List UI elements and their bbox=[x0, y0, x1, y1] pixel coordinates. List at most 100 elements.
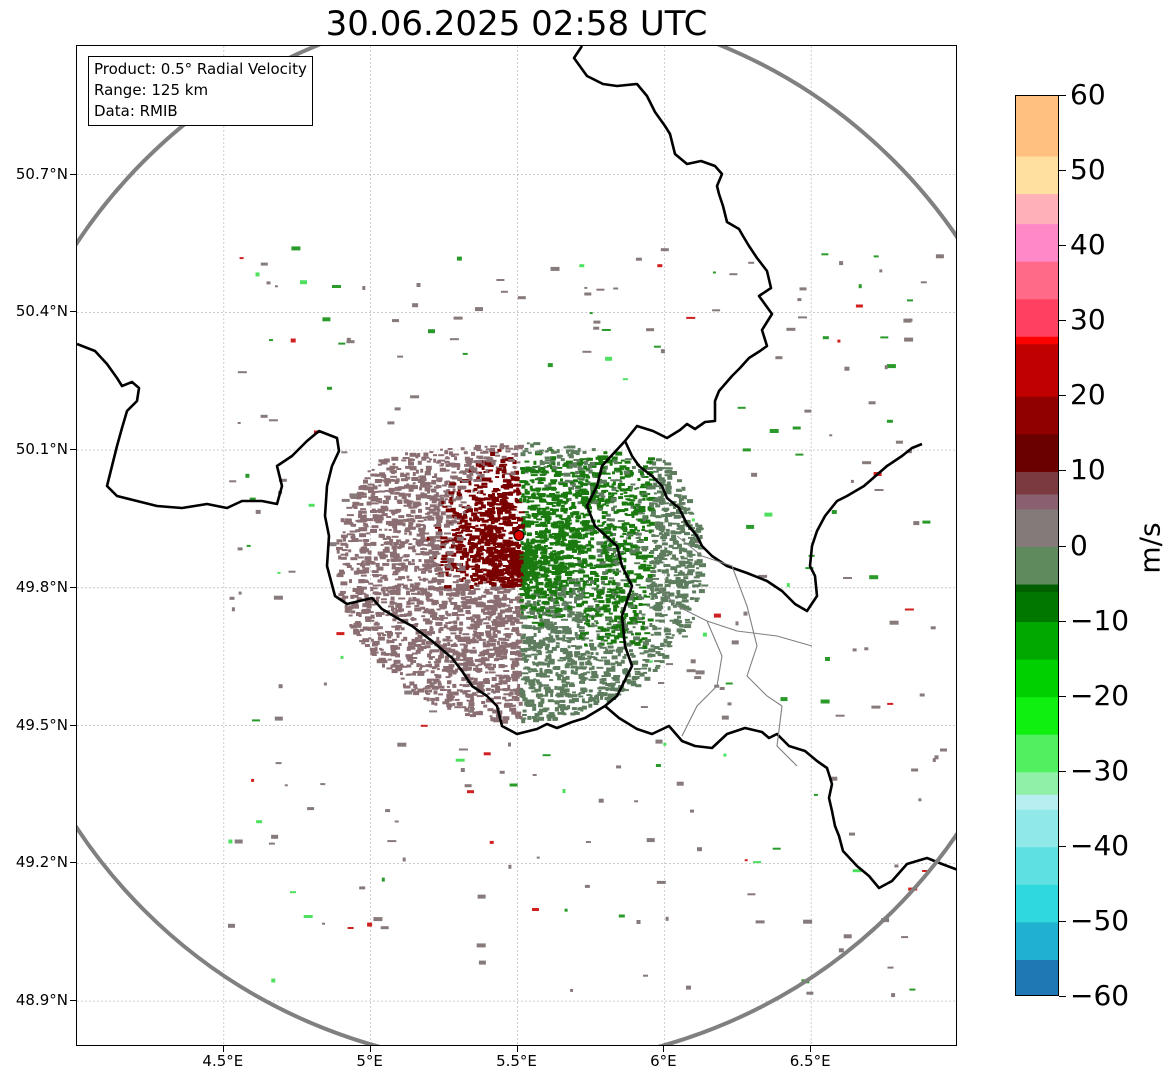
velocity-echo-pixel bbox=[460, 501, 467, 504]
velocity-echo-pixel bbox=[525, 466, 531, 471]
velocity-echo-pixel bbox=[517, 551, 524, 555]
velocity-echo-pixel bbox=[444, 698, 452, 702]
velocity-echo-pixel bbox=[599, 646, 605, 649]
velocity-echo-pixel bbox=[529, 685, 535, 690]
velocity-echo-pixel bbox=[392, 573, 398, 576]
velocity-echo-pixel bbox=[522, 709, 527, 713]
velocity-echo-pixel bbox=[505, 633, 513, 636]
velocity-echo-pixel bbox=[412, 303, 419, 308]
velocity-echo-pixel bbox=[530, 507, 537, 511]
velocity-echo-pixel bbox=[504, 517, 510, 521]
velocity-echo-pixel bbox=[643, 519, 651, 524]
velocity-echo-pixel bbox=[646, 564, 652, 567]
velocity-echo-pixel bbox=[395, 508, 402, 512]
velocity-echo-pixel bbox=[678, 631, 682, 635]
velocity-echo-pixel bbox=[655, 526, 660, 530]
velocity-echo-pixel bbox=[376, 516, 384, 521]
velocity-echo-pixel bbox=[597, 626, 604, 630]
velocity-echo-pixel bbox=[395, 585, 402, 588]
velocity-echo-pixel bbox=[388, 605, 394, 608]
velocity-echo-pixel bbox=[661, 542, 668, 546]
velocity-echo-pixel bbox=[495, 654, 501, 658]
velocity-echo-pixel bbox=[575, 475, 580, 478]
velocity-echo-pixel bbox=[491, 540, 497, 545]
velocity-echo-pixel bbox=[477, 683, 482, 687]
velocity-echo-pixel bbox=[496, 641, 500, 645]
velocity-echo-pixel bbox=[549, 542, 554, 546]
velocity-echo-pixel bbox=[613, 624, 616, 626]
velocity-echo-pixel bbox=[592, 598, 597, 601]
velocity-echo-pixel bbox=[549, 635, 554, 640]
velocity-echo-pixel bbox=[496, 554, 503, 559]
velocity-echo-pixel bbox=[368, 637, 372, 640]
velocity-echo-pixel bbox=[601, 635, 608, 638]
velocity-echo-pixel bbox=[617, 620, 621, 624]
velocity-echo-pixel bbox=[510, 621, 516, 626]
velocity-echo-pixel bbox=[611, 533, 617, 536]
velocity-echo-pixel bbox=[676, 564, 682, 568]
velocity-echo-pixel bbox=[662, 554, 670, 557]
velocity-echo-pixel bbox=[404, 493, 410, 496]
velocity-echo-pixel bbox=[504, 577, 511, 580]
velocity-echo-pixel bbox=[401, 639, 404, 642]
velocity-echo-pixel bbox=[404, 613, 411, 617]
velocity-echo-pixel bbox=[577, 588, 580, 593]
velocity-echo-pixel bbox=[445, 636, 449, 638]
velocity-echo-pixel bbox=[560, 540, 565, 543]
velocity-echo-pixel bbox=[607, 588, 612, 591]
velocity-echo-pixel bbox=[473, 627, 478, 631]
velocity-echo-pixel bbox=[491, 688, 495, 693]
velocity-echo-pixel bbox=[577, 693, 581, 696]
velocity-echo-pixel bbox=[526, 533, 532, 537]
velocity-echo-pixel bbox=[602, 503, 607, 506]
velocity-echo-pixel bbox=[631, 590, 635, 593]
velocity-echo-pixel bbox=[575, 645, 581, 650]
velocity-echo-pixel bbox=[428, 656, 432, 660]
velocity-echo-pixel bbox=[488, 456, 493, 459]
velocity-echo-pixel bbox=[479, 547, 484, 551]
velocity-echo-pixel bbox=[486, 624, 491, 629]
velocity-echo-pixel bbox=[371, 468, 375, 471]
velocity-echo-pixel bbox=[431, 563, 439, 567]
velocity-echo-pixel bbox=[444, 457, 450, 460]
velocity-echo-pixel bbox=[645, 639, 651, 642]
velocity-echo-pixel bbox=[563, 607, 571, 611]
velocity-echo-pixel bbox=[418, 668, 422, 670]
velocity-echo-pixel bbox=[408, 597, 412, 600]
velocity-echo-pixel bbox=[356, 563, 362, 565]
velocity-echo-pixel bbox=[582, 520, 590, 524]
velocity-echo-pixel bbox=[666, 636, 674, 639]
velocity-echo-pixel bbox=[540, 573, 546, 578]
velocity-echo-pixel bbox=[578, 551, 584, 554]
velocity-echo-pixel bbox=[579, 458, 584, 463]
velocity-echo-pixel bbox=[613, 510, 618, 514]
velocity-echo-pixel bbox=[387, 635, 392, 639]
velocity-echo-pixel bbox=[886, 419, 893, 423]
velocity-echo-pixel bbox=[601, 484, 607, 488]
velocity-echo-pixel bbox=[370, 561, 376, 565]
velocity-echo-pixel bbox=[411, 690, 415, 693]
velocity-echo-pixel bbox=[417, 479, 425, 483]
velocity-echo-pixel bbox=[525, 548, 530, 552]
velocity-echo-pixel bbox=[476, 548, 483, 553]
velocity-echo-pixel bbox=[531, 716, 538, 719]
velocity-echo-pixel bbox=[664, 550, 670, 554]
velocity-echo-pixel bbox=[585, 469, 593, 472]
velocity-echo-pixel bbox=[530, 469, 537, 474]
velocity-echo-pixel bbox=[478, 471, 482, 474]
velocity-echo-pixel bbox=[552, 581, 558, 586]
velocity-echo-pixel bbox=[472, 711, 478, 715]
radar-map[interactable] bbox=[76, 45, 957, 1046]
velocity-echo-pixel bbox=[613, 608, 618, 612]
velocity-echo-pixel bbox=[392, 463, 396, 466]
velocity-echo-pixel bbox=[586, 457, 591, 461]
velocity-echo-pixel bbox=[475, 564, 480, 569]
velocity-echo-pixel bbox=[632, 626, 636, 629]
velocity-echo-pixel bbox=[308, 503, 315, 507]
velocity-echo-pixel bbox=[516, 699, 519, 702]
velocity-echo-pixel bbox=[612, 676, 620, 681]
velocity-echo-pixel bbox=[500, 550, 507, 554]
velocity-echo-pixel bbox=[670, 530, 676, 535]
velocity-echo-pixel bbox=[679, 551, 682, 554]
velocity-echo-pixel bbox=[503, 703, 511, 708]
